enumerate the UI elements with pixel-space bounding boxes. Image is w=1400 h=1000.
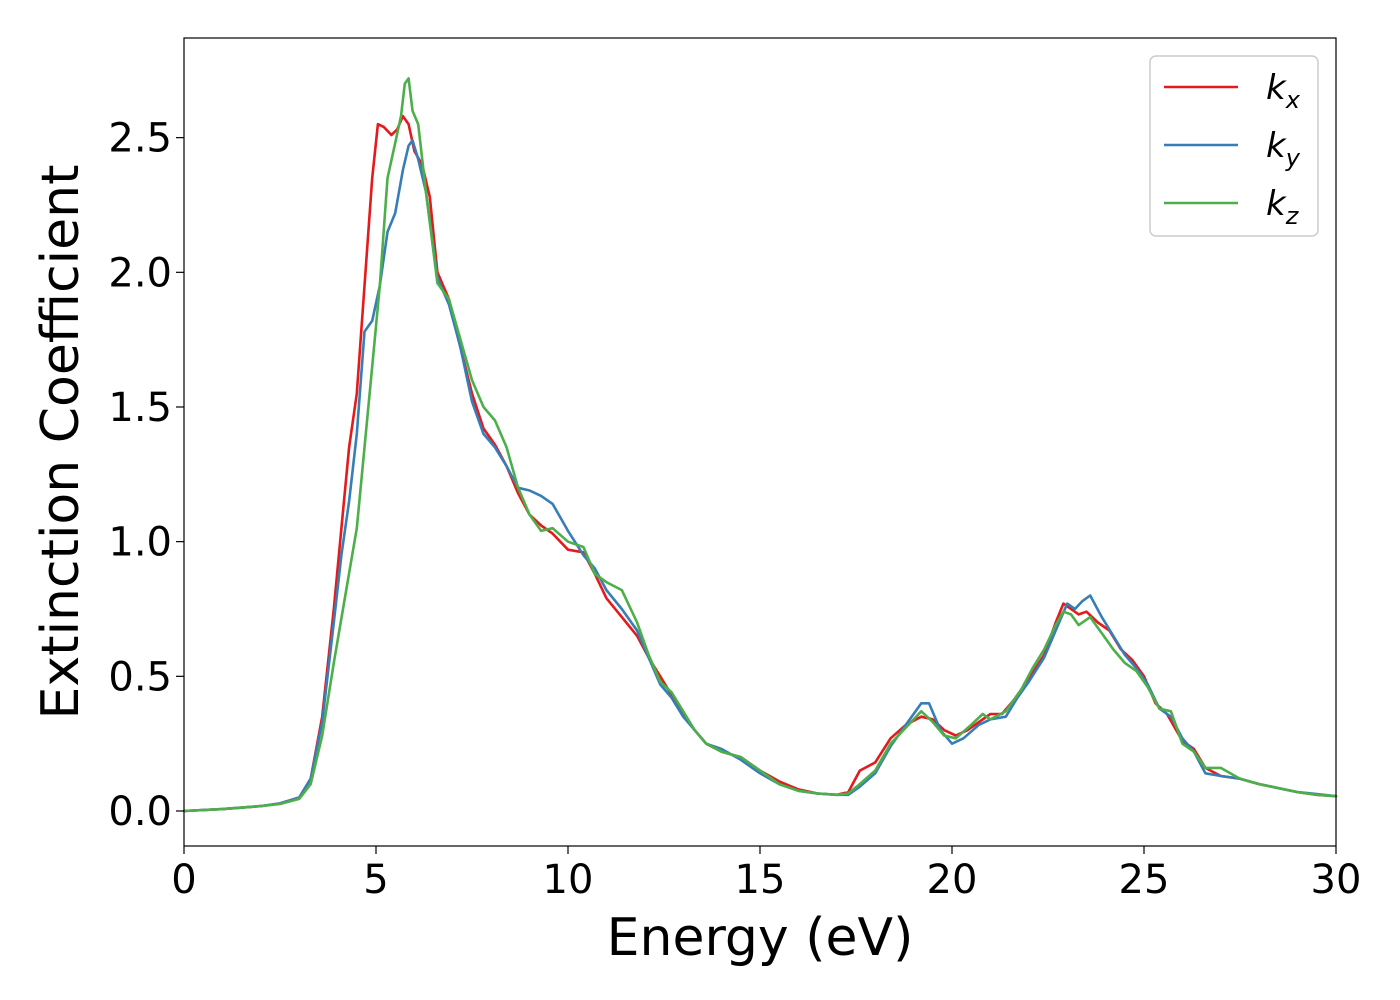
legend-label-kz: kz	[1266, 184, 1300, 230]
y-tick-label: 1.0	[108, 520, 172, 566]
y-tick-label: 2.0	[108, 250, 172, 296]
series-line-kz	[182, 77, 1338, 813]
legend-label-kx: kx	[1266, 68, 1301, 114]
x-tick-label: 10	[543, 857, 594, 903]
x-tick-label: 25	[1119, 857, 1170, 903]
x-axis-label: Energy (eV)	[607, 908, 914, 968]
legend: kx ky kz	[1149, 55, 1319, 237]
x-tick-label: 5	[363, 857, 388, 903]
x-tick-label: 20	[927, 857, 978, 903]
y-tick-label: 1.5	[108, 385, 172, 431]
y-tick-label: 2.5	[108, 116, 172, 162]
plot-area	[184, 38, 1336, 846]
x-tick-label: 0	[171, 857, 196, 903]
series-line-ky	[182, 139, 1338, 813]
x-axis-ticks: 0 5 10 15 20 25 30	[171, 846, 1361, 903]
x-tick-label: 15	[735, 857, 786, 903]
y-tick-label: 0.0	[108, 789, 172, 835]
y-axis-ticks: 0.0 0.5 1.0 1.5 2.0 2.5	[108, 116, 184, 835]
x-tick-label: 30	[1311, 857, 1362, 903]
y-tick-label: 0.5	[108, 654, 172, 700]
legend-label-ky: ky	[1266, 126, 1301, 172]
series-lines	[182, 77, 1338, 813]
y-axis-label: Extinction Coefficient	[31, 165, 91, 720]
